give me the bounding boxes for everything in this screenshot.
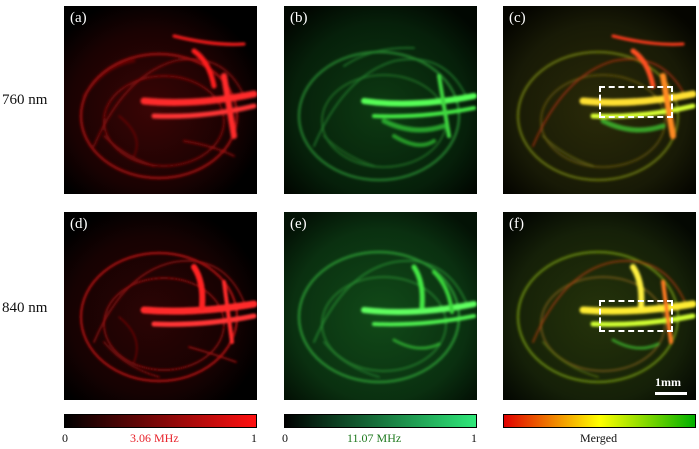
photoacoustic-image <box>284 6 477 194</box>
panel-label-c: (c) <box>509 10 526 26</box>
colorbar-green-max-label: 1 <box>471 431 477 445</box>
photoacoustic-image <box>64 212 257 400</box>
panel-f-merged-840nm: (f) 1mm <box>503 212 696 400</box>
panel-a-red-760nm: (a) <box>64 6 257 194</box>
panel-e-green-840nm: (e) <box>284 212 477 400</box>
roi-dashed-box <box>599 86 673 118</box>
row-label-760nm: 760 nm <box>2 92 48 108</box>
panel-label-d: (d) <box>70 216 88 232</box>
colorbar-red-caption: 3.06 MHz <box>130 431 179 445</box>
panel-b-green-760nm: (b) <box>284 6 477 194</box>
colorbar-red-min-label: 0 <box>62 431 68 445</box>
colorbar-red-max-label: 1 <box>251 431 257 445</box>
photoacoustic-image <box>64 6 257 194</box>
panel-label-a: (a) <box>70 10 87 26</box>
colorbar-green <box>284 414 477 428</box>
scale-bar <box>655 392 687 395</box>
panel-label-f: (f) <box>509 216 524 232</box>
row-label-840nm: 840 nm <box>2 300 48 316</box>
panel-c-merged-760nm: (c) <box>503 6 696 194</box>
colorbar-green-min-label: 0 <box>282 431 288 445</box>
colorbar-merged <box>503 414 696 428</box>
panel-label-e: (e) <box>290 216 307 232</box>
scale-bar-label: 1mm <box>655 375 681 389</box>
panel-label-b: (b) <box>290 10 308 26</box>
colorbar-red <box>64 414 257 428</box>
photoacoustic-image <box>284 212 477 400</box>
roi-dashed-box <box>599 300 673 332</box>
colorbar-merged-caption: Merged <box>580 431 618 445</box>
colorbar-green-caption: 11.07 MHz <box>347 431 402 445</box>
panel-d-red-840nm: (d) <box>64 212 257 400</box>
